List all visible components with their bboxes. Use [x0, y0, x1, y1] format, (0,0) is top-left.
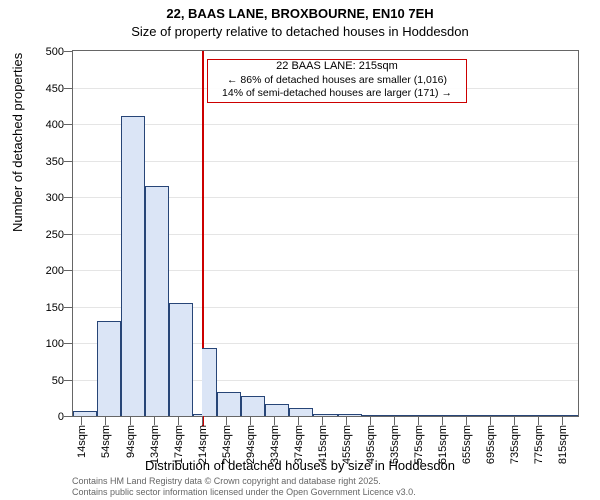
- y-tick: 250: [64, 234, 73, 235]
- x-tick: 815sqm: [562, 416, 563, 425]
- credits-line2: Contains public sector information licen…: [72, 487, 416, 498]
- histogram-bar: [458, 415, 482, 416]
- y-tick: 350: [64, 161, 73, 162]
- y-tick-label: 150: [46, 302, 64, 314]
- histogram-bar: [506, 415, 530, 416]
- credits-line1: Contains HM Land Registry data © Crown c…: [72, 476, 416, 487]
- x-tick: 214sqm: [202, 416, 203, 425]
- y-tick-label: 450: [46, 83, 64, 95]
- y-tick: 50: [64, 380, 73, 381]
- credits: Contains HM Land Registry data © Crown c…: [72, 476, 416, 498]
- histogram-bar: [265, 404, 289, 416]
- y-tick-label: 500: [46, 46, 64, 58]
- y-tick: 150: [64, 307, 73, 308]
- histogram-bar: [313, 414, 337, 416]
- x-tick: 415sqm: [322, 416, 323, 425]
- x-tick: 334sqm: [274, 416, 275, 425]
- x-tick: 294sqm: [250, 416, 251, 425]
- histogram-bar: [289, 408, 313, 416]
- histogram-bar: [482, 415, 506, 416]
- chart-title-line2: Size of property relative to detached ho…: [0, 24, 600, 39]
- histogram-bar: [554, 415, 578, 416]
- gridline: [73, 124, 578, 125]
- x-tick: 54sqm: [105, 416, 106, 425]
- gridline: [73, 161, 578, 162]
- histogram-bar: [217, 392, 241, 416]
- callout-title: 22 BAAS LANE: 215sqm: [208, 60, 466, 74]
- y-tick: 200: [64, 270, 73, 271]
- histogram-bar: [145, 186, 169, 416]
- y-tick-label: 250: [46, 229, 64, 241]
- x-tick: 615sqm: [442, 416, 443, 425]
- x-tick-label: 54sqm: [100, 425, 112, 458]
- histogram-bar: [434, 415, 458, 416]
- x-tick: 575sqm: [418, 416, 419, 425]
- histogram-bar: [169, 303, 193, 416]
- histogram-bar: [338, 414, 362, 416]
- y-tick: 400: [64, 124, 73, 125]
- x-tick-label: 94sqm: [125, 425, 137, 458]
- y-axis-label: Number of detached properties: [10, 53, 25, 232]
- callout-line-smaller: ← 86% of detached houses are smaller (1,…: [208, 74, 466, 87]
- y-tick: 100: [64, 343, 73, 344]
- y-tick: 500: [64, 51, 73, 52]
- x-tick-label: 14sqm: [76, 425, 88, 458]
- x-axis-label: Distribution of detached houses by size …: [0, 458, 600, 473]
- histogram-bar: [386, 415, 410, 416]
- y-tick: 300: [64, 197, 73, 198]
- x-tick: 535sqm: [394, 416, 395, 425]
- x-tick: 174sqm: [178, 416, 179, 425]
- y-tick-label: 200: [46, 265, 64, 277]
- x-tick: 374sqm: [298, 416, 299, 425]
- x-tick: 455sqm: [346, 416, 347, 425]
- x-tick: 735sqm: [514, 416, 515, 425]
- x-tick: 14sqm: [81, 416, 82, 425]
- histogram-bar: [121, 116, 145, 416]
- y-tick-label: 350: [46, 156, 64, 168]
- histogram-bar: [530, 415, 554, 416]
- x-tick: 94sqm: [130, 416, 131, 425]
- x-tick: 695sqm: [490, 416, 491, 425]
- x-tick: 134sqm: [154, 416, 155, 425]
- x-tick: 655sqm: [466, 416, 467, 425]
- y-tick-label: 50: [52, 375, 64, 387]
- histogram-bar: [73, 411, 97, 416]
- y-tick-label: 0: [58, 411, 64, 423]
- x-tick: 775sqm: [538, 416, 539, 425]
- histogram-bar: [97, 321, 121, 416]
- x-tick: 495sqm: [370, 416, 371, 425]
- plot-area: 05010015020025030035040045050014sqm54sqm…: [72, 50, 579, 417]
- histogram-bar: [362, 415, 386, 416]
- histogram-bar: [241, 396, 265, 416]
- chart-title-line1: 22, BAAS LANE, BROXBOURNE, EN10 7EH: [0, 6, 600, 21]
- callout-line-larger: 14% of semi-detached houses are larger (…: [208, 87, 466, 100]
- chart-container: 22, BAAS LANE, BROXBOURNE, EN10 7EH Size…: [0, 0, 600, 500]
- y-tick: 0: [64, 416, 73, 417]
- y-tick-label: 100: [46, 338, 64, 350]
- y-tick: 450: [64, 88, 73, 89]
- callout-box: 22 BAAS LANE: 215sqm← 86% of detached ho…: [207, 59, 467, 103]
- x-tick: 254sqm: [226, 416, 227, 425]
- histogram-bar: [202, 348, 217, 416]
- y-tick-label: 400: [46, 119, 64, 131]
- y-tick-label: 300: [46, 192, 64, 204]
- histogram-bar: [410, 415, 434, 416]
